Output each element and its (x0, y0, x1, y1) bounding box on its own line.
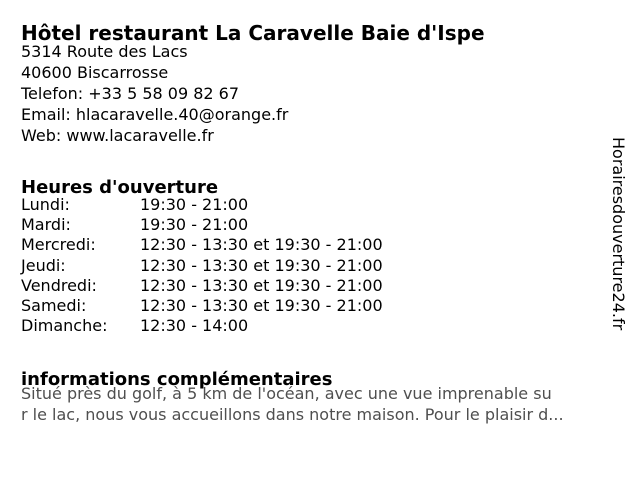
hours-time-value: 12:30 - 14:00 (140, 316, 249, 336)
additional-info-heading: informations complémentaires (21, 368, 333, 390)
hours-row-sunday: Dimanche: 12:30 - 14:00 (21, 316, 383, 336)
hours-day-label: Jeudi: (21, 255, 66, 275)
hours-time-value: 19:30 - 21:00 (140, 215, 249, 235)
address-line-1: 5314 Route des Lacs (21, 42, 188, 61)
opening-hours-table: Lundi: 19:30 - 21:00 Mardi: 19:30 - 21:0… (21, 195, 383, 336)
hours-row-saturday: Samedi: 12:30 - 13:30 et 19:30 - 21:00 (21, 296, 383, 316)
hours-time-value: 12:30 - 13:30 et 19:30 - 21:00 (140, 255, 383, 275)
hours-day-label: Samedi: (21, 296, 87, 316)
contact-block: 5314 Route des Lacs 40600 Biscarrosse Te… (21, 41, 288, 146)
hours-time-value: 12:30 - 13:30 et 19:30 - 21:00 (140, 275, 383, 295)
address-line-2: 40600 Biscarrosse (21, 63, 169, 82)
additional-info-text: Situé près du golf, à 5 km de l'océan, a… (21, 383, 564, 425)
hours-row-monday: Lundi: 19:30 - 21:00 (21, 195, 383, 215)
hours-day-label: Mercredi: (21, 235, 96, 255)
hours-row-tuesday: Mardi: 19:30 - 21:00 (21, 215, 383, 235)
opening-hours-heading: Heures d'ouverture (21, 176, 219, 198)
hours-day-label: Lundi: (21, 195, 70, 214)
email-line: Email: hlacaravelle.40@orange.fr (21, 105, 289, 124)
info-text-line-2: r le lac, nous vous accueillons dans not… (21, 405, 564, 424)
phone-line: Telefon: +33 5 58 09 82 67 (21, 84, 240, 103)
hours-day-label: Mardi: (21, 215, 71, 235)
hours-row-friday: Vendredi: 12:30 - 13:30 et 19:30 - 21:00 (21, 276, 383, 296)
hours-time-value: 12:30 - 13:30 et 19:30 - 21:00 (140, 296, 383, 316)
hours-time-value: 19:30 - 21:00 (140, 195, 249, 214)
info-text-line-1: Situé près du golf, à 5 km de l'océan, a… (21, 384, 552, 403)
hours-day-label: Vendredi: (21, 275, 97, 295)
site-watermark-vertical: Horairesdouverture24.fr (609, 137, 628, 331)
hours-day-label: Dimanche: (21, 316, 108, 336)
page-title: Hôtel restaurant La Caravelle Baie d'Isp… (21, 21, 485, 46)
website-line: Web: www.lacaravelle.fr (21, 126, 214, 145)
hours-time-value: 12:30 - 13:30 et 19:30 - 21:00 (140, 235, 383, 255)
hours-row-wednesday: Mercredi: 12:30 - 13:30 et 19:30 - 21:00 (21, 235, 383, 255)
hours-row-thursday: Jeudi: 12:30 - 13:30 et 19:30 - 21:00 (21, 256, 383, 276)
